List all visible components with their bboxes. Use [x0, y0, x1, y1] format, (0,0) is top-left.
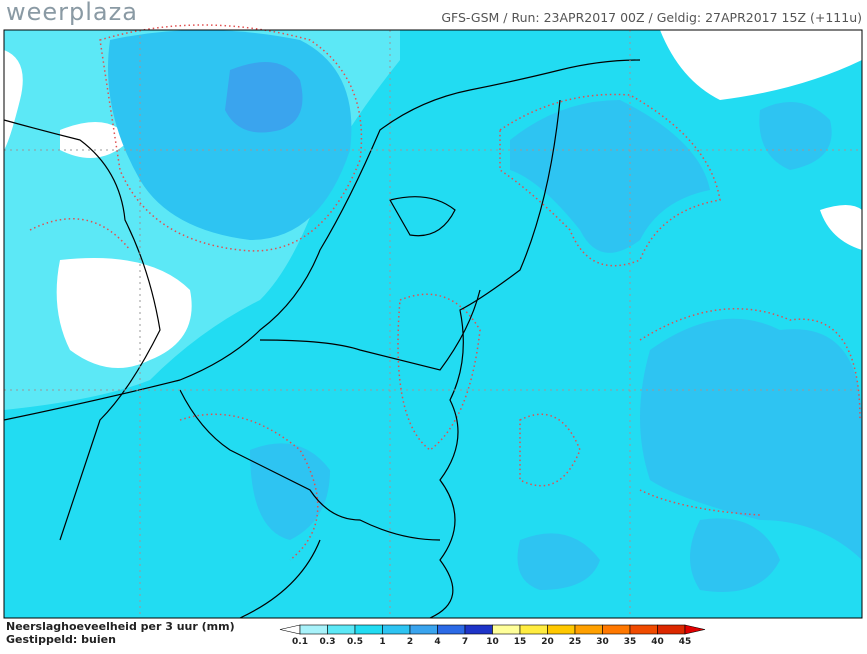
colorbar: 0.1 0.3 0.5 1 2 4 7 10 15 20 25 30 35 40 45 [279, 624, 706, 647]
colorbar-label: 15 [514, 637, 527, 647]
border [429, 99, 561, 619]
colorbar-label: 2 [407, 637, 413, 647]
colorbar-swatch [409, 624, 438, 635]
colorbar-over [684, 624, 706, 635]
colorbar-label: 1 [379, 637, 385, 647]
wet-area [640, 318, 862, 560]
wet-area [759, 102, 832, 170]
colorbar-label: 20 [541, 637, 554, 647]
legend-title: Neerslaghoeveelheid per 3 uur (mm) [6, 620, 235, 633]
map [3, 24, 863, 619]
legend-note: Gestippeld: buien [6, 633, 116, 646]
shower-contour [639, 308, 861, 516]
coastlines [3, 59, 641, 619]
map-frame [3, 29, 863, 619]
colorbar-swatch [437, 624, 466, 635]
colorbar-label: 4 [434, 637, 440, 647]
colorbar-label: 10 [486, 637, 499, 647]
graticule [4, 30, 862, 618]
colorbar-swatch [299, 624, 328, 635]
colorbar-swatch [574, 624, 603, 635]
coastline [3, 119, 161, 541]
dry-area [56, 258, 192, 368]
colorbar-swatch [519, 624, 548, 635]
run-info: GFS-GSM / Run: 23APR2017 00Z / Geldig: 2… [441, 10, 862, 25]
colorbar-label: 0.3 [320, 637, 336, 647]
colorbar-swatch [464, 624, 493, 635]
shower-contours [29, 24, 861, 561]
dry-area [660, 30, 862, 250]
colorbar-label: 0.1 [292, 637, 308, 647]
dry-area [4, 50, 130, 158]
colorbar-swatch [547, 624, 576, 635]
colorbar-label: 40 [651, 637, 664, 647]
wet-area [510, 100, 710, 253]
wet-area [250, 443, 780, 592]
shower-contour [397, 293, 581, 487]
colorbar-swatch [327, 624, 356, 635]
colorbar-label: 45 [679, 637, 692, 647]
colorbar-swatch [382, 624, 411, 635]
border [179, 289, 481, 619]
coastline [389, 196, 456, 237]
colorbar-swatch [354, 624, 383, 635]
shower-contour [499, 93, 721, 267]
colorbar-swatch [602, 624, 631, 635]
colorbar-label: 35 [624, 637, 637, 647]
colorbar-label: 0.5 [347, 637, 363, 647]
heavy-area [225, 62, 303, 133]
colorbar-under [279, 624, 301, 635]
coastline [3, 59, 641, 421]
colorbar-swatch [629, 624, 658, 635]
colorbar-label: 25 [569, 637, 582, 647]
colorbar-swatch [657, 624, 686, 635]
colorbar-swatch [492, 624, 521, 635]
colorbar-label: 30 [596, 637, 609, 647]
logo: weerplaza [6, 0, 138, 26]
colorbar-label: 7 [462, 637, 468, 647]
shower-contour [29, 218, 319, 561]
